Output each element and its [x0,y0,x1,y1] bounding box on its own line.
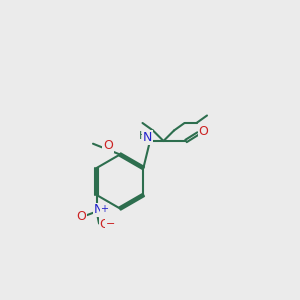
Text: O: O [199,125,208,139]
Text: H: H [139,130,147,141]
Text: O: O [103,139,113,152]
Text: N: N [93,203,103,216]
Text: +: + [100,203,108,214]
Text: −: − [106,219,115,229]
Text: N: N [143,131,152,144]
Text: O: O [100,218,110,231]
Text: O: O [76,209,86,223]
